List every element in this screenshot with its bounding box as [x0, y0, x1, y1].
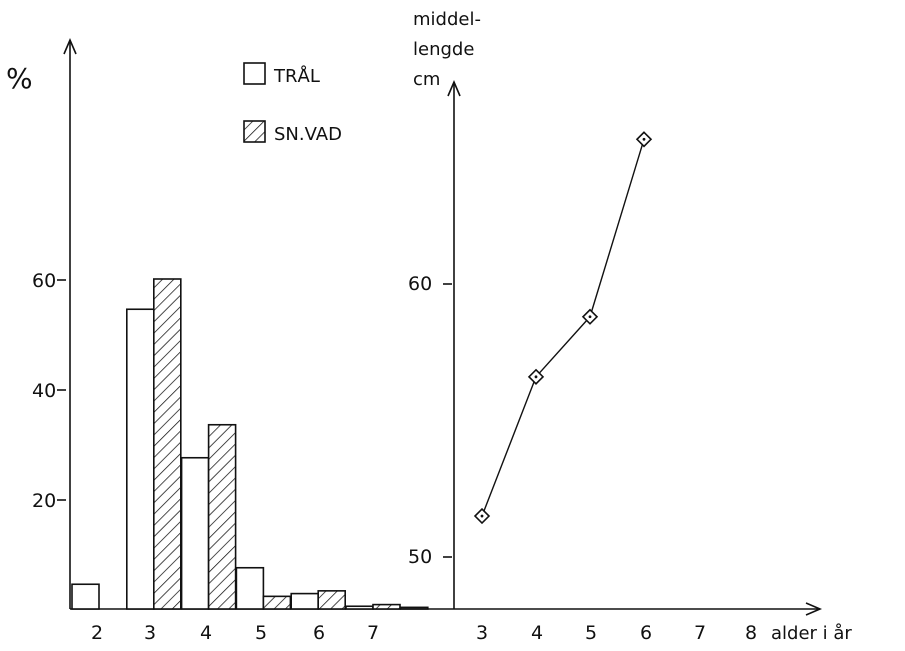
right-y-label-line: cm: [413, 69, 440, 90]
left-y-tick-label: 60: [32, 270, 56, 292]
left-y-axis-arrow: [63, 37, 77, 55]
right-y-tick-label: 60: [408, 273, 432, 295]
bar-snvad-age-3: [153, 278, 182, 610]
line-segment: [589, 139, 645, 317]
left-y-label: %: [6, 62, 33, 95]
right-x-tick-label: 8: [745, 622, 757, 644]
line-series-group: [473, 131, 653, 525]
right-x-tick-label: 7: [694, 622, 706, 644]
right-y-axis-arrow: [447, 79, 461, 97]
left-x-tick-label: 3: [144, 622, 156, 644]
legend: TRÅL SN.VAD: [243, 62, 342, 145]
left-x-tick-label: 4: [200, 622, 212, 644]
left-y-ticks: 20 40 60: [32, 270, 66, 512]
data-point-center: [534, 375, 538, 379]
right-x-tick-label: 3: [476, 622, 488, 644]
bar-tral-age-7: [345, 605, 374, 610]
bars-group: [71, 278, 429, 610]
right-x-tick-label: 6: [640, 622, 652, 644]
line-segment: [481, 376, 537, 517]
left-x-tick-label: 6: [313, 622, 325, 644]
right-y-label: middel- lengde cm: [413, 9, 481, 90]
left-x-tick-label: 7: [367, 622, 379, 644]
legend-swatch-hatched: [243, 120, 266, 143]
legend-label-snvad: SN.VAD: [274, 124, 342, 145]
bar-snvad-age-7: [372, 603, 401, 610]
legend-swatch-open: [243, 62, 266, 85]
bar-snvad-age-6: [317, 590, 347, 610]
right-y-tick-label: 50: [408, 546, 432, 568]
right-y-label-line: lengde: [413, 39, 474, 60]
bar-tral-age-4: [180, 456, 210, 610]
bar-tral-age-5: [235, 566, 265, 610]
bar-tral-age-2: [71, 583, 100, 610]
left-x-ticks: 2 3 4 5 6 7: [91, 622, 379, 644]
line-segment: [535, 316, 591, 378]
right-x-tick-label: 4: [531, 622, 543, 644]
left-x-tick-label: 5: [255, 622, 267, 644]
x-axis-label: alder i år: [771, 623, 852, 644]
bar-snvad-age-4: [207, 423, 237, 610]
legend-label-tral: TRÅL: [273, 65, 320, 87]
data-point-center: [642, 137, 646, 141]
bar-tral-extra: [399, 606, 429, 610]
bar-snvad-age-5: [262, 595, 292, 610]
bar-tral-age-6: [290, 592, 320, 610]
data-point-center: [588, 315, 592, 319]
left-x-tick-label: 2: [91, 622, 103, 644]
right-x-tick-label: 5: [585, 622, 597, 644]
right-y-ticks: 50 60: [408, 273, 452, 568]
left-y-tick-label: 40: [32, 380, 56, 402]
right-x-ticks: 3 4 5 6 7 8 alder i år: [476, 622, 852, 644]
right-y-label-line: middel-: [413, 9, 481, 30]
bar-tral-age-3: [126, 308, 155, 610]
data-point-center: [480, 514, 484, 518]
x-axis-arrow: [805, 602, 823, 616]
left-y-tick-label: 20: [32, 490, 56, 512]
